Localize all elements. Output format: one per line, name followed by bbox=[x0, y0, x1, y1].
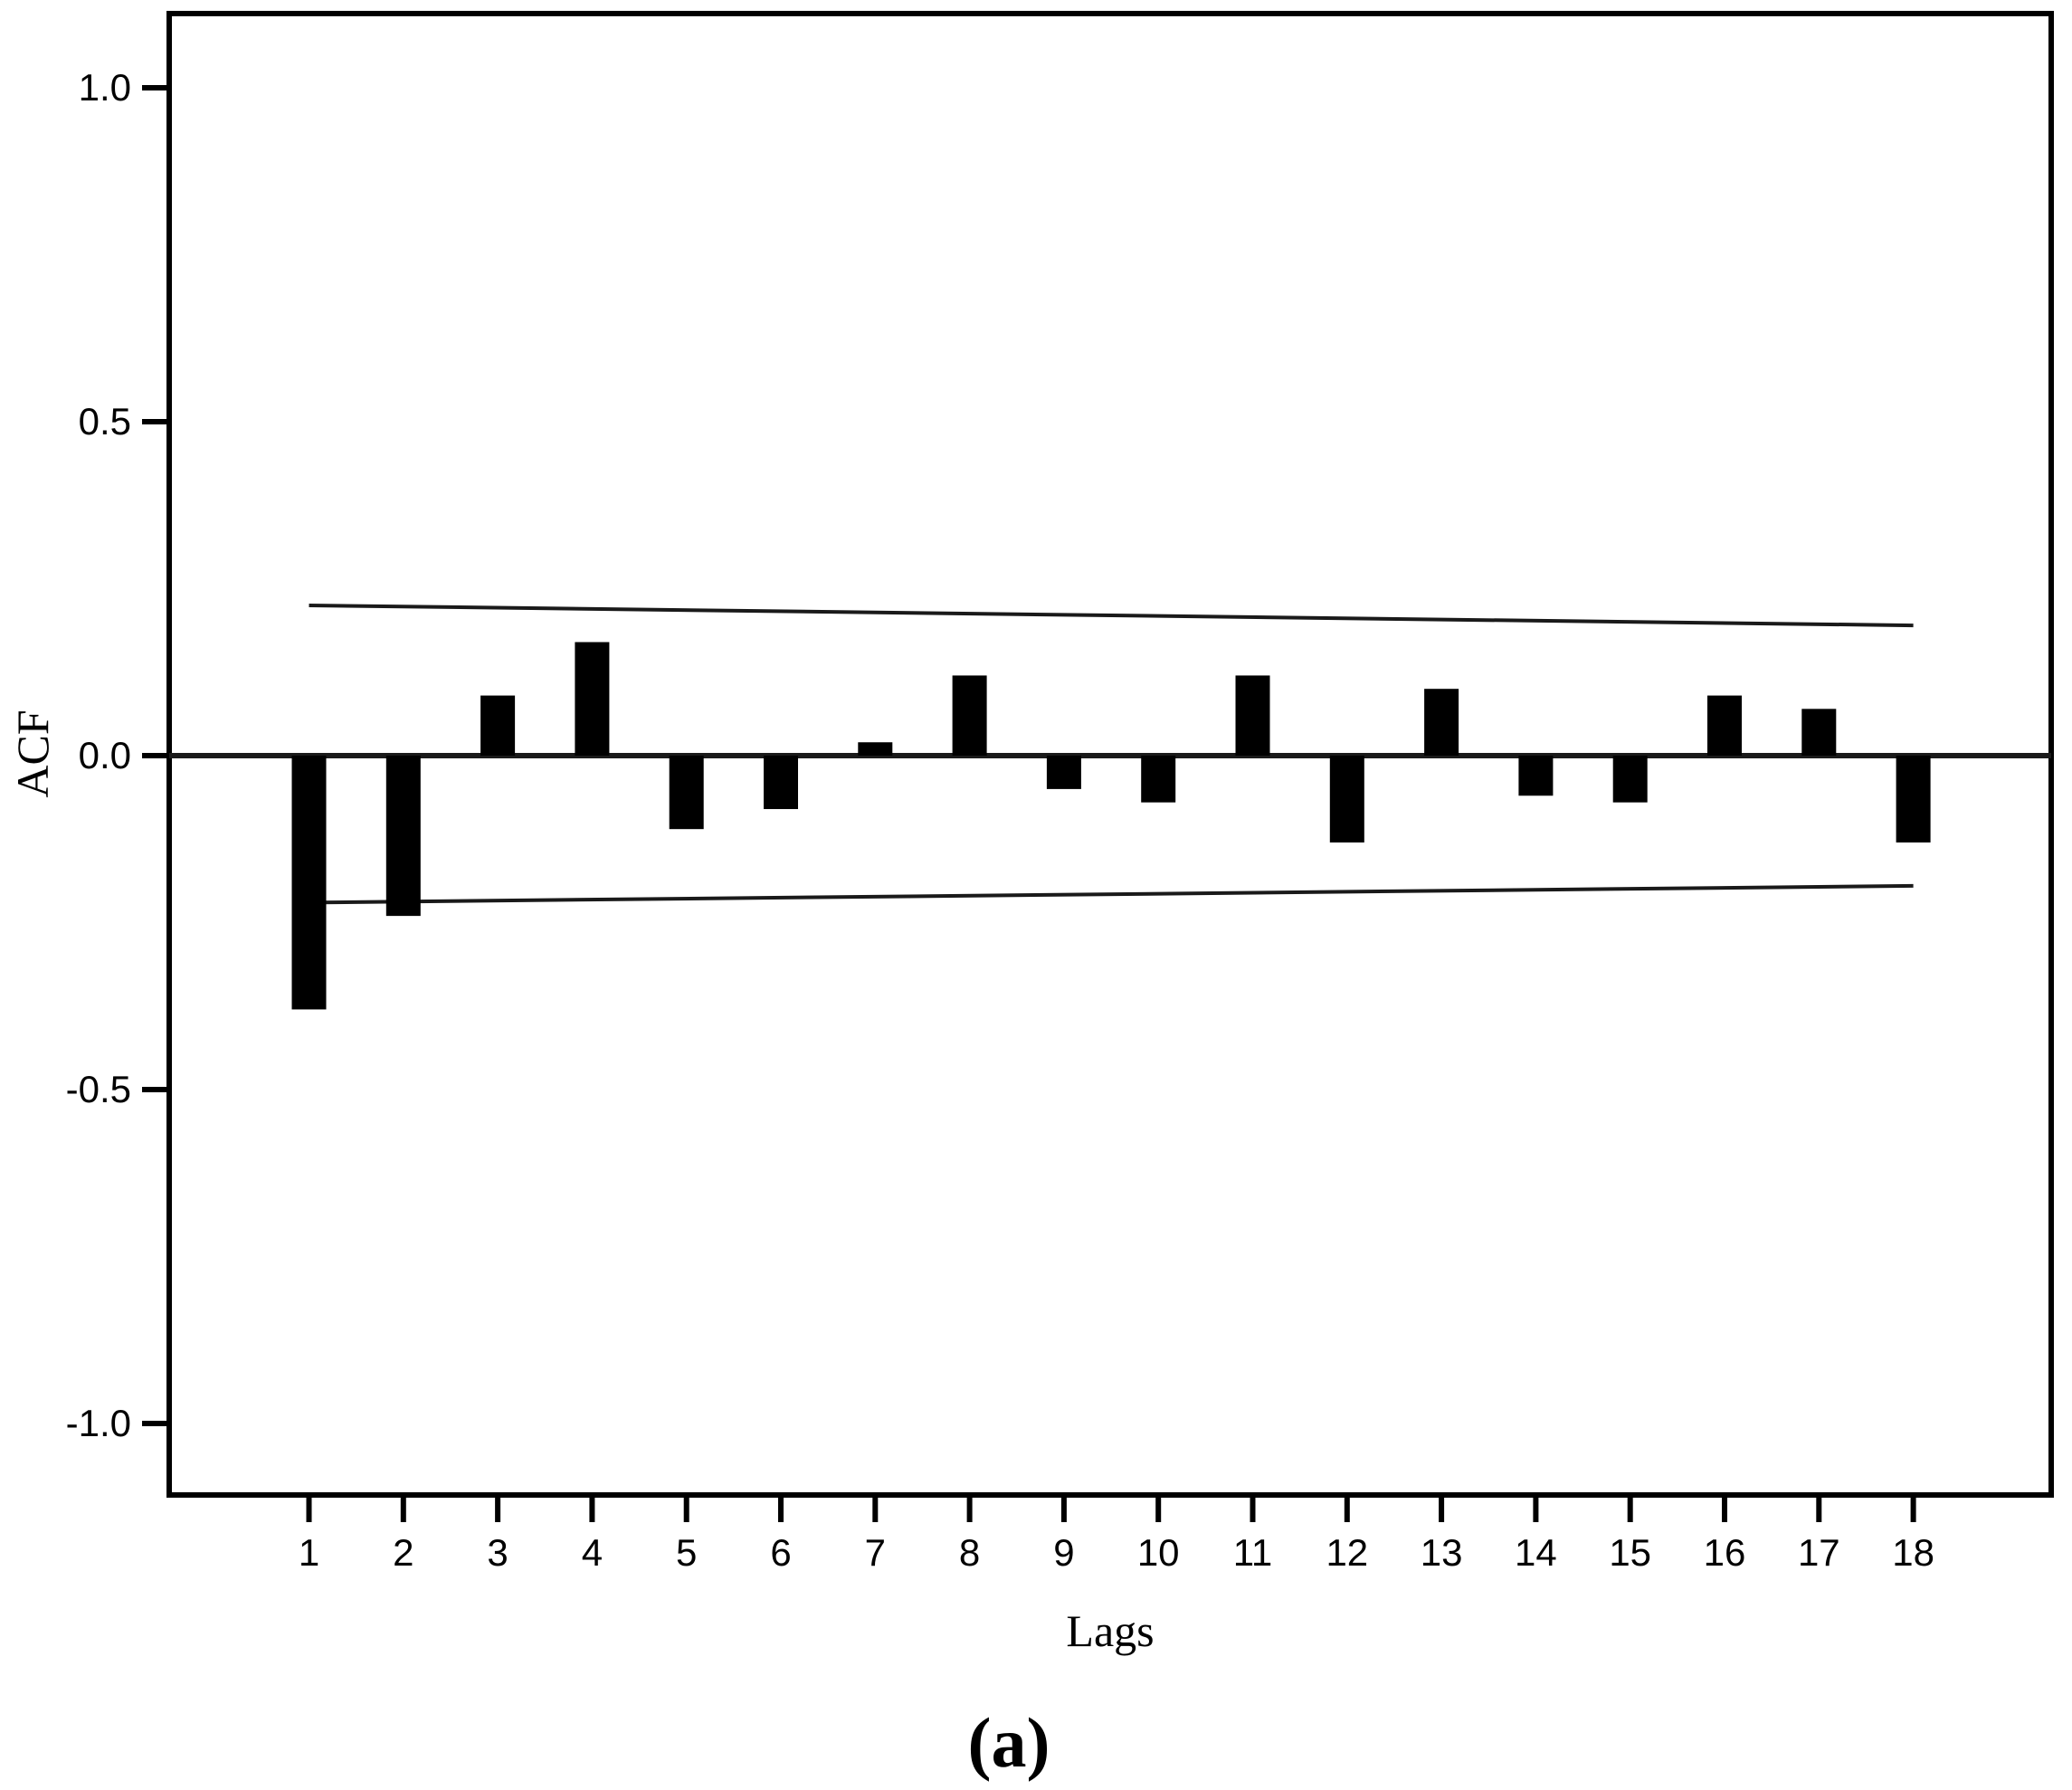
x-tick-label-6: 6 bbox=[770, 1531, 791, 1574]
acf-bar-lag-9 bbox=[1046, 756, 1081, 789]
acf-bar-lag-13 bbox=[1424, 689, 1459, 756]
x-tick-label-16: 16 bbox=[1704, 1531, 1746, 1574]
x-tick-label-12: 12 bbox=[1326, 1531, 1368, 1574]
acf-bar-lag-7 bbox=[858, 742, 893, 756]
x-tick-label-10: 10 bbox=[1137, 1531, 1180, 1574]
acf-bar-lag-11 bbox=[1235, 675, 1270, 756]
acf-bar-lag-3 bbox=[480, 695, 516, 756]
y-tick-label--0.5: -0.5 bbox=[66, 1068, 131, 1110]
lower-confidence-line bbox=[309, 883, 1914, 905]
acf-bar-lag-10 bbox=[1141, 756, 1176, 803]
x-tick-label-9: 9 bbox=[1053, 1531, 1074, 1574]
acf-bar-lag-4 bbox=[575, 642, 610, 756]
acf-bar-lag-8 bbox=[952, 675, 987, 756]
x-tick-label-2: 2 bbox=[393, 1531, 413, 1574]
acf-bar-lag-15 bbox=[1612, 756, 1648, 803]
y-tick-label-0.0: 0.0 bbox=[79, 734, 131, 776]
acf-bar-lag-5 bbox=[669, 756, 704, 830]
upper-confidence-line bbox=[309, 603, 1914, 628]
y-axis-title: ACF bbox=[7, 709, 58, 798]
acf-bar-lag-16 bbox=[1707, 695, 1742, 756]
acf-bar-lag-2 bbox=[385, 756, 421, 917]
y-tick-label-1.0: 1.0 bbox=[79, 66, 131, 109]
x-tick-label-5: 5 bbox=[676, 1531, 697, 1574]
x-axis-title: Lags bbox=[1066, 1605, 1155, 1656]
acf-bar-lag-6 bbox=[764, 756, 798, 810]
x-tick-label-15: 15 bbox=[1609, 1531, 1651, 1574]
acf-bar-lag-1 bbox=[291, 756, 327, 1010]
x-tick-label-17: 17 bbox=[1798, 1531, 1840, 1574]
x-tick-label-13: 13 bbox=[1421, 1531, 1463, 1574]
acf-bar-lag-14 bbox=[1518, 756, 1554, 796]
acf-bar-lag-12 bbox=[1329, 756, 1364, 843]
x-tick-label-8: 8 bbox=[959, 1531, 980, 1574]
x-tick-label-7: 7 bbox=[865, 1531, 886, 1574]
y-tick-label--1.0: -1.0 bbox=[66, 1402, 131, 1444]
acf-bar-lag-17 bbox=[1801, 709, 1837, 756]
x-tick-label-18: 18 bbox=[1892, 1531, 1934, 1574]
x-tick-label-11: 11 bbox=[1233, 1531, 1273, 1574]
y-tick-label-0.5: 0.5 bbox=[79, 400, 131, 443]
x-tick-label-4: 4 bbox=[582, 1531, 603, 1574]
subfigure-caption: (a) bbox=[967, 1703, 1050, 1782]
acf-bar-lag-18 bbox=[1896, 756, 1931, 843]
x-tick-label-14: 14 bbox=[1515, 1531, 1557, 1574]
x-tick-label-3: 3 bbox=[487, 1531, 508, 1574]
x-tick-label-1: 1 bbox=[299, 1531, 319, 1574]
